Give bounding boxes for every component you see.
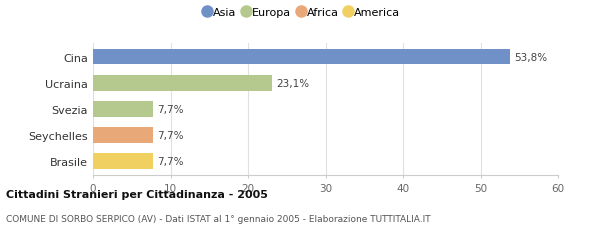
Text: 53,8%: 53,8% [515,52,548,62]
Bar [93,128,152,143]
Legend: Asia, Europa, Africa, America: Asia, Europa, Africa, America [200,3,405,22]
Text: 7,7%: 7,7% [157,156,184,166]
Bar [93,154,152,169]
Bar [93,101,152,117]
Bar [93,49,510,65]
Text: COMUNE DI SORBO SERPICO (AV) - Dati ISTAT al 1° gennaio 2005 - Elaborazione TUTT: COMUNE DI SORBO SERPICO (AV) - Dati ISTA… [6,214,431,223]
Text: 7,7%: 7,7% [157,130,184,140]
Text: Cittadini Stranieri per Cittadinanza - 2005: Cittadini Stranieri per Cittadinanza - 2… [6,189,268,199]
Text: 23,1%: 23,1% [277,78,310,88]
Bar [93,76,272,91]
Text: 7,7%: 7,7% [157,104,184,114]
